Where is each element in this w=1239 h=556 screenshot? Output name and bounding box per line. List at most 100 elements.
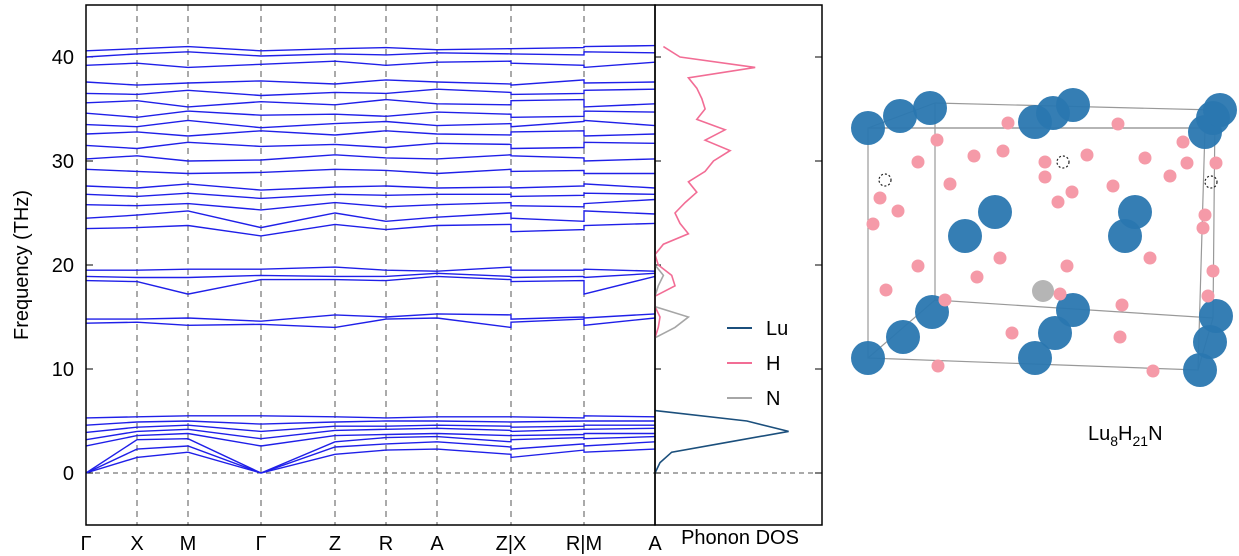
cell-edge	[934, 109, 1216, 319]
band	[86, 432, 655, 447]
h-atom	[970, 270, 984, 284]
band	[86, 210, 655, 229]
h-atom	[1196, 221, 1210, 235]
lu-atom	[978, 195, 1012, 229]
formula-part: H	[1118, 423, 1132, 445]
lu-atom	[1183, 353, 1217, 387]
band	[86, 272, 655, 279]
x-tick-label: A	[430, 533, 444, 555]
lu-atom	[1199, 299, 1233, 333]
crystal-structure	[851, 88, 1237, 387]
h-atom	[873, 191, 887, 205]
h-atom	[1038, 155, 1052, 169]
band	[86, 98, 655, 108]
band	[86, 420, 655, 426]
band	[86, 222, 655, 237]
band	[86, 317, 655, 329]
lu-atom	[1056, 88, 1090, 122]
x-tick-label: R|M	[566, 533, 602, 555]
band	[86, 130, 655, 137]
n-atom	[1032, 280, 1054, 302]
band	[86, 79, 655, 86]
lu-atom	[948, 219, 982, 253]
formula-part: Lu	[1088, 423, 1110, 445]
y-tick-label: 40	[52, 47, 74, 69]
formula-part: 21	[1133, 433, 1149, 449]
band	[86, 44, 655, 52]
h-atom	[1201, 289, 1215, 303]
x-tick-label: R	[379, 533, 393, 555]
h-atom	[891, 204, 905, 218]
h-atom	[1198, 208, 1212, 222]
h-atom	[1038, 170, 1052, 184]
band	[86, 266, 655, 272]
band	[86, 141, 655, 150]
formula-part: 8	[1110, 433, 1118, 449]
x-tick-label: X	[130, 533, 143, 555]
y-tick-label: 30	[52, 151, 74, 173]
h-atom	[1106, 179, 1120, 193]
x-tick-label: A	[648, 533, 662, 555]
h-atom	[1163, 169, 1177, 183]
h-atom	[1206, 264, 1220, 278]
h-atom	[1001, 116, 1015, 130]
h-atom	[993, 251, 1007, 265]
h-atom	[1065, 185, 1079, 199]
h-atom	[911, 259, 925, 273]
lu-atom	[1018, 341, 1052, 375]
y-tick-label: 0	[63, 463, 74, 485]
band	[86, 415, 655, 419]
formula: Lu8H21N	[1088, 423, 1163, 449]
x-axis-title: Phonon DOS	[681, 527, 799, 549]
h-atom	[943, 177, 957, 191]
band	[86, 448, 655, 474]
h-atom	[996, 144, 1010, 158]
band	[86, 154, 655, 162]
vacancy	[1204, 175, 1218, 189]
x-tick-label: Z|X	[496, 533, 527, 555]
h-atom	[879, 283, 893, 297]
h-atom	[1176, 135, 1190, 149]
x-tick-label: Γ	[80, 533, 91, 555]
band	[86, 168, 655, 175]
dos-curve	[654, 409, 789, 474]
h-atom	[967, 149, 981, 163]
x-tick-label: M	[180, 533, 197, 555]
h-atom	[1180, 156, 1194, 170]
h-atom	[1051, 195, 1065, 209]
h-atom	[1053, 287, 1067, 301]
h-atom	[938, 293, 952, 307]
lu-atom	[1193, 325, 1227, 359]
lu-atom	[1038, 316, 1072, 350]
band	[86, 441, 655, 474]
lu-atom	[851, 111, 885, 145]
band	[86, 60, 655, 69]
y-tick-label: 20	[52, 255, 74, 277]
x-tick-label: Z	[329, 533, 341, 555]
band	[86, 424, 655, 434]
h-atom	[1146, 364, 1160, 378]
band	[86, 119, 655, 129]
legend-label: N	[766, 388, 780, 410]
lu-atom	[1056, 293, 1090, 327]
dos-curve	[654, 45, 756, 339]
band	[86, 275, 655, 295]
y-tick-label: 10	[52, 359, 74, 381]
h-atom	[1111, 117, 1125, 131]
h-atom	[1115, 298, 1129, 312]
legend-label: H	[766, 353, 780, 375]
band	[86, 110, 655, 119]
lu-atom	[851, 341, 885, 375]
band	[86, 198, 655, 211]
x-tick-label: Γ	[255, 533, 266, 555]
lu-atom	[883, 99, 917, 133]
h-atom	[911, 155, 925, 169]
h-atom	[1113, 330, 1127, 344]
y-axis-title: Frequency (THz)	[11, 190, 33, 340]
band	[86, 192, 655, 200]
band	[86, 183, 655, 191]
h-atom	[866, 217, 880, 231]
h-atom	[930, 133, 944, 147]
lu-atom	[913, 91, 947, 125]
